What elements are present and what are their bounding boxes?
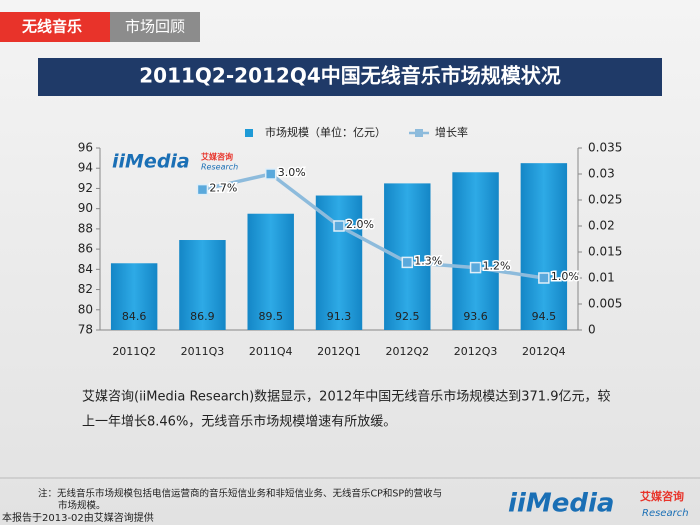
- bar-label: 93.6: [463, 310, 488, 323]
- y-tick-label: 94: [78, 161, 93, 175]
- x-tick-label: 2012Q3: [454, 345, 498, 358]
- note-line: 注：无线音乐市场规模包括电信运营商的音乐短信业务和非短信业务、无线音乐CP和SP…: [38, 488, 442, 500]
- y-tick-label: 96: [78, 141, 93, 155]
- line-label: 3.0%: [278, 166, 306, 179]
- y-tick-label: 86: [78, 242, 93, 256]
- footer: 本报告于2013-02由艾媒咨询提供: [2, 511, 154, 524]
- x-tick-label: 2012Q2: [385, 345, 429, 358]
- y2-tick-label: 0.005: [588, 297, 622, 311]
- y2-tick-label: 0.025: [588, 193, 622, 207]
- header-tag-box: [0, 12, 110, 42]
- legend-swatch: [245, 129, 253, 137]
- x-tick-label: 2012Q4: [522, 345, 566, 358]
- line: [202, 172, 545, 280]
- y2-tick-label: 0: [588, 323, 596, 337]
- logo-brand: iiMedia: [508, 489, 614, 519]
- legend-label: 增长率: [435, 125, 468, 139]
- line-label: 1.3%: [414, 254, 442, 267]
- y-tick-label: 80: [78, 302, 93, 316]
- chart-title: 2011Q2-2012Q4中国无线音乐市场规模状况: [139, 64, 560, 88]
- bar: [315, 195, 363, 330]
- bar-label: 89.5: [258, 310, 283, 323]
- bar-label: 86.9: [190, 310, 215, 323]
- logo-cn: 艾媒咨询: [201, 152, 233, 162]
- title-banner: [38, 58, 662, 96]
- bar-label: 94.5: [532, 310, 557, 323]
- line-marker: [196, 183, 209, 196]
- header-tag: 无线音乐: [21, 18, 82, 36]
- bar: [110, 263, 158, 330]
- y2-tick-label: 0.01: [588, 271, 615, 285]
- line-label: 1.0%: [551, 270, 579, 283]
- x-tick-label: 2011Q4: [249, 345, 293, 358]
- y-tick-label: 88: [78, 221, 93, 235]
- chart: 78 80 82 84 86 88 90 92 94 96 0 0.005 0.01 0.015 0.02 0…: [78, 125, 623, 358]
- logo-cn: 艾媒咨询: [640, 489, 684, 503]
- description-line: 上一年增长8.46%，无线音乐市场规模增速有所放缓。: [82, 414, 396, 430]
- logo-en: Research: [201, 163, 238, 172]
- x-tick-label: 2012Q1: [317, 345, 361, 358]
- y2-tick-label: 0.03: [588, 167, 615, 181]
- bar: [452, 172, 499, 330]
- line-label: 2.7%: [209, 182, 237, 195]
- line-label: 2.0%: [346, 218, 374, 231]
- x-tick-label: 2011Q2: [112, 345, 156, 358]
- bar: [179, 240, 226, 330]
- y2-tick-label: 0.02: [588, 219, 615, 233]
- line-marker: [469, 261, 482, 274]
- y2-tick-label: 0.035: [588, 141, 622, 155]
- description-line: 艾媒咨询(iiMedia Research)数据显示，2012年中国无线音乐市场…: [82, 389, 610, 405]
- legend-swatch: [415, 129, 423, 137]
- logo-en: Research: [642, 508, 689, 519]
- y-tick-label: 78: [78, 323, 93, 337]
- y-tick-label: 84: [78, 262, 93, 276]
- y-tick-label: 82: [78, 282, 93, 296]
- logo-chart: iiMedia 艾媒咨询 Research: [112, 151, 238, 173]
- bar-label: 91.3: [327, 310, 352, 323]
- bar: [247, 213, 294, 330]
- note-line: 市场规模。: [58, 500, 106, 512]
- header-section-box: [110, 12, 200, 42]
- legend-label: 市场规模（单位：亿元）: [265, 125, 386, 139]
- line-marker: [538, 272, 550, 284]
- y-tick-label: 90: [78, 201, 93, 215]
- logo-bottom: iiMedia 艾媒咨询 Research: [508, 489, 689, 520]
- line-marker: [264, 168, 277, 180]
- line-label: 1.2%: [483, 260, 511, 273]
- y-tick-label: 92: [78, 181, 93, 195]
- logo-brand: iiMedia: [112, 151, 190, 173]
- line-marker: [333, 220, 345, 232]
- bar-label: 84.6: [122, 310, 147, 323]
- line-marker: [401, 256, 414, 269]
- y2-tick-label: 0.015: [588, 245, 622, 259]
- bar-label: 92.5: [395, 310, 420, 323]
- x-tick-label: 2011Q3: [181, 345, 225, 358]
- header-section: 市场回顾: [125, 18, 185, 36]
- bar: [520, 163, 568, 330]
